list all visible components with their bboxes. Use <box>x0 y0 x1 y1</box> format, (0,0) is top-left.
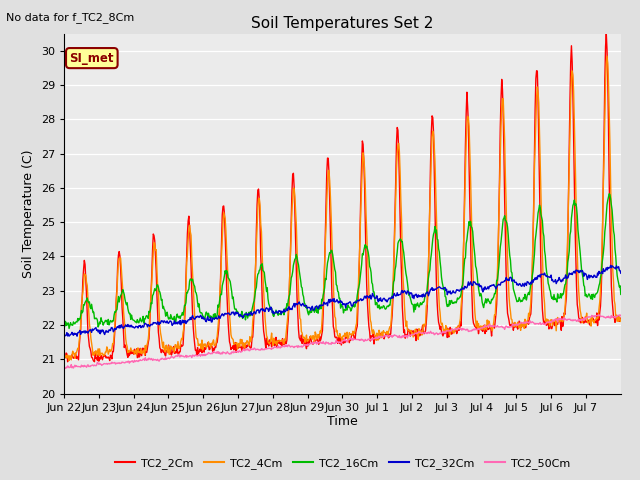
TC2_4Cm <box>432 186 440 192</box>
TC2_2Cm <box>602 31 610 36</box>
TC2_16Cm <box>228 296 236 301</box>
TC2_50Cm <box>431 331 439 337</box>
TC2_16Cm <box>605 191 613 197</box>
TC2_2Cm <box>60 351 68 357</box>
Title: Soil Temperatures Set 2: Soil Temperatures Set 2 <box>252 16 433 31</box>
TC2_50Cm <box>228 349 236 355</box>
TC2_4Cm <box>256 203 264 208</box>
TC2_16Cm <box>432 230 440 236</box>
TC2_32Cm <box>432 287 440 292</box>
Line: TC2_50Cm: TC2_50Cm <box>64 315 621 369</box>
Text: No data for f_TC2_8Cm: No data for f_TC2_8Cm <box>6 12 134 23</box>
Text: SI_met: SI_met <box>70 51 114 65</box>
TC2_2Cm <box>126 348 134 354</box>
Line: TC2_2Cm: TC2_2Cm <box>64 34 621 362</box>
TC2_32Cm <box>60 332 68 337</box>
Line: TC2_32Cm: TC2_32Cm <box>64 265 621 336</box>
TC2_50Cm <box>255 347 263 353</box>
TC2_50Cm <box>595 312 602 318</box>
TC2_50Cm <box>60 366 68 372</box>
TC2_16Cm <box>65 325 73 331</box>
TC2_16Cm <box>126 311 134 316</box>
TC2_32Cm <box>73 333 81 339</box>
TC2_32Cm <box>401 288 408 294</box>
TC2_2Cm <box>228 345 236 351</box>
TC2_16Cm <box>617 291 625 297</box>
TC2_4Cm <box>65 358 73 363</box>
TC2_50Cm <box>617 313 625 319</box>
TC2_2Cm <box>256 217 264 223</box>
Legend: TC2_2Cm, TC2_4Cm, TC2_16Cm, TC2_32Cm, TC2_50Cm: TC2_2Cm, TC2_4Cm, TC2_16Cm, TC2_32Cm, TC… <box>111 453 574 473</box>
TC2_32Cm <box>617 270 625 276</box>
TC2_32Cm <box>126 323 134 328</box>
TC2_4Cm <box>60 348 68 354</box>
TC2_32Cm <box>607 263 614 268</box>
Line: TC2_16Cm: TC2_16Cm <box>64 194 621 328</box>
TC2_32Cm <box>277 311 285 317</box>
TC2_50Cm <box>125 360 133 366</box>
TC2_16Cm <box>60 325 68 331</box>
TC2_2Cm <box>401 327 408 333</box>
TC2_4Cm <box>228 336 236 341</box>
TC2_4Cm <box>126 348 134 354</box>
TC2_32Cm <box>256 309 264 314</box>
Line: TC2_4Cm: TC2_4Cm <box>64 56 621 360</box>
TC2_4Cm <box>401 303 408 309</box>
TC2_2Cm <box>277 339 285 345</box>
TC2_50Cm <box>276 345 284 351</box>
TC2_16Cm <box>256 267 264 273</box>
TC2_50Cm <box>400 333 408 338</box>
TC2_32Cm <box>228 310 236 316</box>
X-axis label: Time: Time <box>327 415 358 429</box>
Y-axis label: Soil Temperature (C): Soil Temperature (C) <box>22 149 35 278</box>
TC2_2Cm <box>617 315 625 321</box>
TC2_4Cm <box>603 53 611 59</box>
TC2_2Cm <box>64 359 72 365</box>
TC2_4Cm <box>277 338 285 344</box>
TC2_4Cm <box>617 318 625 324</box>
TC2_16Cm <box>401 257 408 263</box>
TC2_2Cm <box>432 248 440 253</box>
TC2_16Cm <box>277 312 285 318</box>
